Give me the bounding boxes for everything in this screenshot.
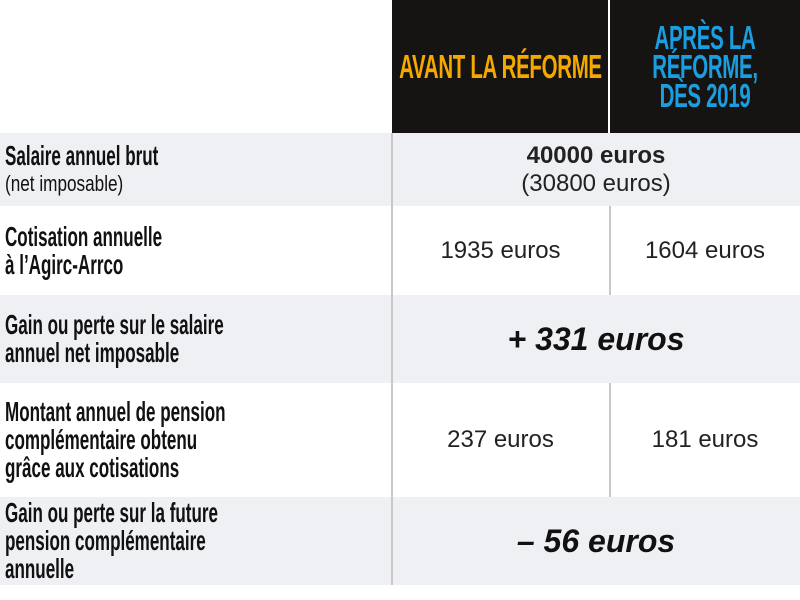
row-label: Gain ou perte sur la future [5, 497, 218, 528]
header-after: APRÈS LA RÉFORME, DÈS 2019 [610, 0, 800, 133]
row-label: Cotisation annuelle [5, 220, 163, 252]
salary-subvalue: (30800 euros) [521, 169, 671, 197]
table-row-pension: Montant annuel de pension complémentaire … [0, 383, 800, 497]
pension-after: 181 euros [651, 426, 759, 453]
row-label-3: grâce aux cotisations [5, 452, 180, 483]
gain-pension-value: – 56 euros [516, 522, 676, 559]
header-before-label: AVANT LA RÉFORME [398, 48, 602, 85]
row-sublabel: (net imposable) [5, 170, 124, 196]
salary-value: 40000 euros [526, 141, 666, 169]
row-label-2: annuel net imposable [5, 337, 180, 368]
row-label-2: à l’Agirc-Arrco [5, 248, 124, 280]
header-before: AVANT LA RÉFORME [392, 0, 608, 133]
row-label: Montant annuel de pension [5, 396, 226, 427]
table-row-gain-salary: Gain ou perte sur le salaire annuel net i… [0, 295, 800, 383]
row-label-2: complémentaire obtenu [5, 424, 198, 455]
row-label-3: annuelle [5, 553, 75, 584]
cotisation-before: 1935 euros [440, 236, 561, 264]
row-label: Salaire annuel brut [5, 139, 159, 171]
row-label: Gain ou perte sur le salaire [5, 309, 224, 340]
table-row-salary: Salaire annuel brut (net imposable) 40000… [0, 133, 800, 206]
cotisation-after: 1604 euros [644, 236, 766, 264]
header-after-label: APRÈS LA RÉFORME, DÈS 2019 [652, 19, 758, 114]
pension-before: 237 euros [447, 426, 554, 453]
table-row-cotisation: Cotisation annuelle à l’Agirc-Arrco 1935 … [0, 206, 800, 295]
gain-salary-value: + 331 euros [507, 320, 685, 357]
row-label-2: pension complémentaire [5, 525, 206, 556]
table-row-gain-pension: Gain ou perte sur la future pension compl… [0, 497, 800, 585]
